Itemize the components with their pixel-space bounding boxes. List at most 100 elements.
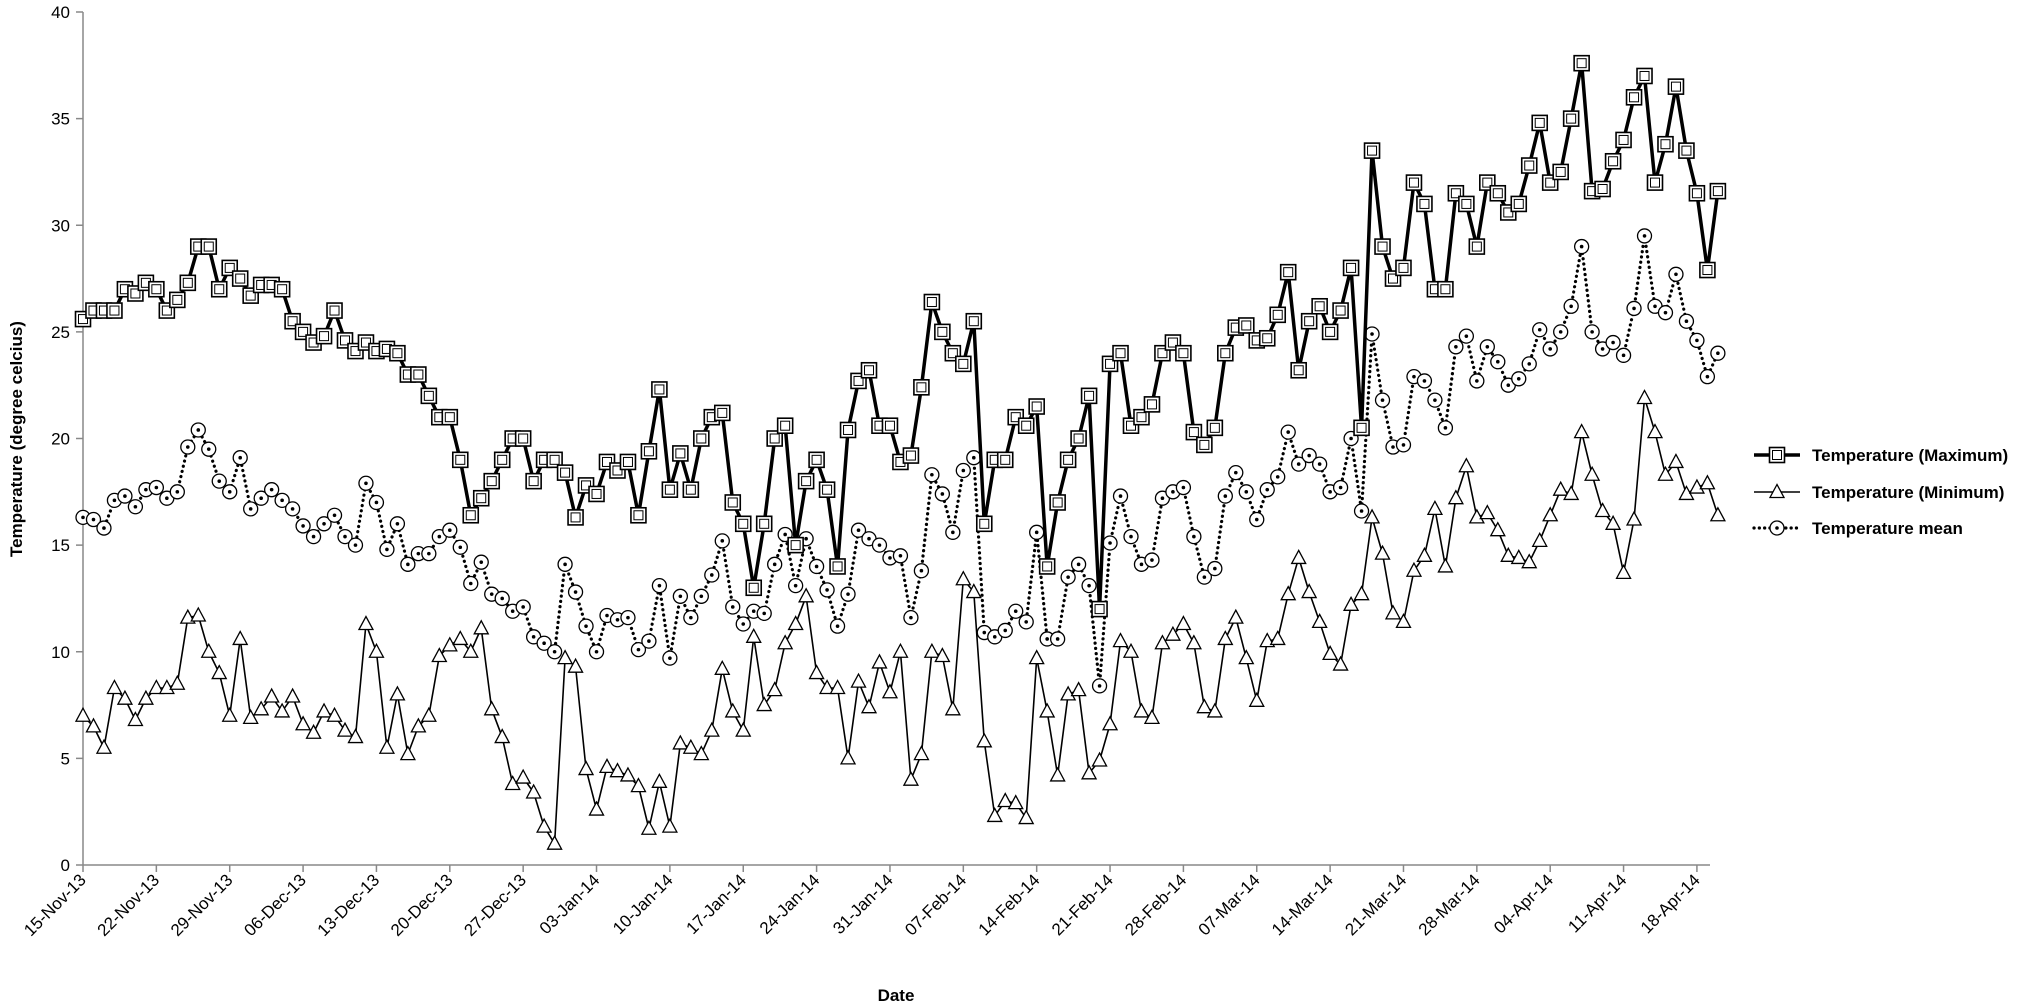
data-point-temperature-maximum: [1091, 600, 1108, 618]
data-point-temperature-maximum: [829, 558, 846, 575]
data-point-temperature-minimum: [1667, 453, 1685, 469]
data-point-temperature-minimum: [756, 696, 773, 712]
data-point-temperature-maximum: [1510, 195, 1528, 213]
data-point-temperature-maximum: [1416, 195, 1433, 213]
data-point-temperature-maximum: [556, 464, 574, 481]
data-point-temperature-minimum: [462, 642, 479, 658]
data-point-temperature-maximum: [1667, 78, 1685, 95]
data-point-temperature-minimum: [200, 642, 217, 658]
data-point-temperature-minimum: [1049, 766, 1066, 782]
data-point-temperature-minimum: [1028, 649, 1045, 665]
data-point-temperature-maximum: [1342, 259, 1360, 277]
data-point-temperature-minimum: [818, 679, 836, 695]
data-point-temperature-minimum: [1322, 645, 1339, 661]
x-tick-label: 04-Apr-14: [1490, 870, 1557, 937]
data-point-temperature-minimum: [1500, 546, 1517, 562]
data-point-temperature-minimum: [263, 687, 280, 703]
data-point-temperature-minimum: [630, 777, 647, 793]
data-point-temperature-minimum: [923, 642, 940, 658]
data-point-temperature-minimum: [1699, 474, 1716, 490]
data-point-temperature-minimum: [452, 630, 469, 646]
data-point-temperature-maximum: [1196, 436, 1213, 454]
data-point-temperature-minimum: [1112, 632, 1129, 648]
data-point-temperature-maximum: [546, 451, 563, 469]
data-point-temperature-minimum: [515, 768, 532, 784]
y-tick-label: 35: [51, 110, 70, 129]
x-tick-label: 06-Dec-13: [240, 870, 310, 940]
data-point-temperature-maximum: [640, 442, 658, 460]
data-point-temperature-minimum: [651, 772, 668, 788]
plot-area: 0 5 10 15 20 25 30 35 40 15-Nov-13 22-Nov-13 29-No…: [20, 3, 1727, 940]
y-tick-label: 0: [61, 856, 70, 875]
data-point-temperature-maximum: [1217, 344, 1234, 362]
data-point-temperature-maximum: [1290, 361, 1307, 379]
data-point-temperature-maximum: [734, 515, 752, 533]
data-point-temperature-minimum: [588, 800, 605, 816]
y-tick-label: 40: [51, 3, 70, 22]
data-point-temperature-maximum: [1615, 131, 1632, 149]
data-point-temperature-maximum: [472, 489, 490, 507]
data-point-temperature-maximum: [1531, 114, 1549, 132]
data-point-temperature-maximum: [588, 485, 605, 503]
data-point-temperature-maximum: [451, 451, 469, 469]
data-point-temperature-minimum: [609, 762, 626, 778]
data-point-temperature-maximum: [1405, 174, 1423, 191]
data-point-temperature-maximum: [630, 506, 647, 524]
data-point-temperature-minimum: [1227, 608, 1244, 624]
x-tick-label: 10-Jan-14: [609, 870, 677, 938]
data-point-temperature-maximum: [148, 280, 165, 298]
data-point-temperature-minimum: [1269, 630, 1286, 646]
data-point-temperature-minimum: [1133, 702, 1150, 718]
data-point-temperature-minimum: [473, 619, 490, 635]
data-point-temperature-minimum: [1217, 630, 1234, 646]
data-point-temperature-maximum: [389, 344, 406, 362]
data-point-temperature-maximum: [1321, 323, 1339, 341]
data-point-temperature-minimum: [357, 615, 375, 631]
data-point-temperature-maximum: [462, 506, 480, 524]
data-point-temperature-minimum: [1657, 465, 1674, 481]
data-point-temperature-minimum: [1280, 585, 1297, 601]
y-tick-label: 10: [51, 643, 70, 662]
data-point-temperature-maximum: [1458, 195, 1475, 213]
data-point-temperature-maximum: [1279, 263, 1297, 281]
data-point-temperature-minimum: [787, 615, 804, 631]
data-point-temperature-maximum: [755, 515, 773, 533]
data-point-temperature-minimum: [619, 766, 637, 782]
data-point-temperature-minimum: [1196, 698, 1213, 714]
data-point-temperature-minimum: [735, 721, 752, 737]
data-point-temperature-minimum: [1625, 510, 1643, 526]
data-point-temperature-minimum: [1458, 457, 1475, 473]
data-point-temperature-maximum: [682, 481, 700, 498]
data-point-temperature-minimum: [1363, 508, 1381, 524]
data-point-temperature-minimum: [378, 738, 396, 754]
data-point-temperature-minimum: [1521, 553, 1538, 569]
data-point-temperature-minimum: [944, 700, 961, 716]
legend-item-temperature-mean: Temperature mean: [1752, 519, 1963, 538]
data-point-temperature-maximum: [567, 509, 584, 526]
data-point-temperature-minimum: [766, 681, 783, 697]
data-point-temperature-minimum: [1646, 423, 1664, 439]
x-tick-label: 15-Nov-13: [20, 870, 90, 940]
data-point-temperature-maximum: [693, 430, 710, 447]
data-point-temperature-minimum: [494, 728, 511, 744]
data-point-temperature-minimum: [567, 657, 584, 673]
data-point-temperature-minimum: [315, 702, 333, 718]
data-point-temperature-minimum: [431, 647, 448, 663]
data-point-temperature-minimum: [1531, 531, 1548, 548]
data-point-temperature-minimum: [661, 817, 678, 833]
data-point-temperature-minimum: [1594, 502, 1611, 518]
data-point-temperature-minimum: [850, 672, 867, 688]
data-point-temperature-minimum: [336, 721, 354, 737]
data-point-temperature-minimum: [860, 698, 878, 714]
legend-marker-temperature-maximum: [1768, 446, 1786, 464]
y-tick-label: 30: [51, 216, 70, 235]
data-point-temperature-maximum: [1709, 182, 1727, 200]
data-point-temperature-minimum: [305, 723, 322, 739]
data-point-temperature-maximum: [210, 280, 228, 298]
data-point-temperature-minimum: [1018, 809, 1035, 825]
data-point-temperature-minimum: [1070, 681, 1087, 697]
data-point-temperature-maximum: [913, 379, 930, 396]
x-tick-label: 07-Feb-14: [901, 870, 970, 939]
data-point-temperature-maximum: [902, 447, 920, 464]
data-point-temperature-minimum: [1384, 604, 1402, 620]
